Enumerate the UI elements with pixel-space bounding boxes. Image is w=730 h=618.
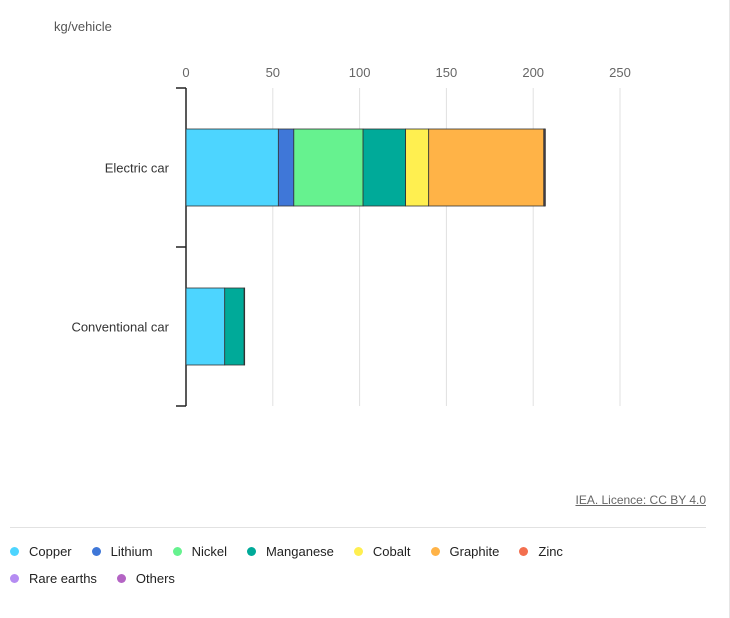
bar-segment [185,287,226,366]
legend-swatch [10,574,19,583]
legend-swatch [246,547,256,556]
legend-item[interactable]: Rare earths [10,570,97,587]
bar-segment [243,287,246,366]
legend: Copper Lithium Nickel Manganese Cobalt Graphi… [10,543,670,587]
x-tick-label: 50 [266,65,280,80]
legend-item[interactable]: Copper [10,543,72,560]
bar-segment [428,128,545,207]
legend-label: Zinc [538,544,563,559]
legend-label: Copper [29,544,72,559]
legend-divider [10,527,706,528]
category-label: Electric car [105,161,170,176]
legend-label: Rare earths [29,571,97,586]
x-tick-label: 100 [349,65,371,80]
legend-label: Nickel [191,544,227,559]
legend-item[interactable]: Manganese [246,543,334,560]
legend-label: Cobalt [372,544,411,559]
bar-segment [293,128,364,207]
legend-swatch [116,574,126,583]
legend-swatch [519,547,529,556]
legend-item[interactable]: Others [116,570,175,587]
legend-label: Graphite [449,544,500,559]
legend-label: Manganese [265,544,334,559]
bar-chart: 0 50 100 150 200 250 Electric car Conventional … [71,65,631,407]
legend-label: Lithium [110,544,153,559]
licence-link[interactable]: IEA. Licence: CC BY 4.0 [575,493,706,507]
legend-item[interactable]: Zinc [519,543,563,560]
bar-segment [224,287,245,366]
legend-label: Others [135,571,175,586]
category-label: Conventional car [71,320,169,335]
legend-swatch [91,547,101,556]
x-tick-label: 0 [182,65,189,80]
legend-item[interactable]: Graphite [430,543,500,560]
legend-item[interactable]: Nickel [172,543,227,560]
legend-item[interactable]: Lithium [91,543,153,560]
bar-segment [277,128,295,207]
x-tick-label: 150 [436,65,458,80]
legend-swatch [353,547,363,556]
bar-segment [362,128,407,207]
bar-segment [185,128,279,207]
legend-item[interactable]: Cobalt [353,543,411,560]
legend-swatch [430,547,440,556]
bar-segment [544,128,546,207]
legend-swatch [172,547,182,556]
x-tick-label: 250 [609,65,631,80]
unit-label: kg/vehicle [54,19,112,34]
x-tick-label: 200 [522,65,544,80]
legend-swatch [10,547,19,556]
bar-segment [405,128,430,207]
